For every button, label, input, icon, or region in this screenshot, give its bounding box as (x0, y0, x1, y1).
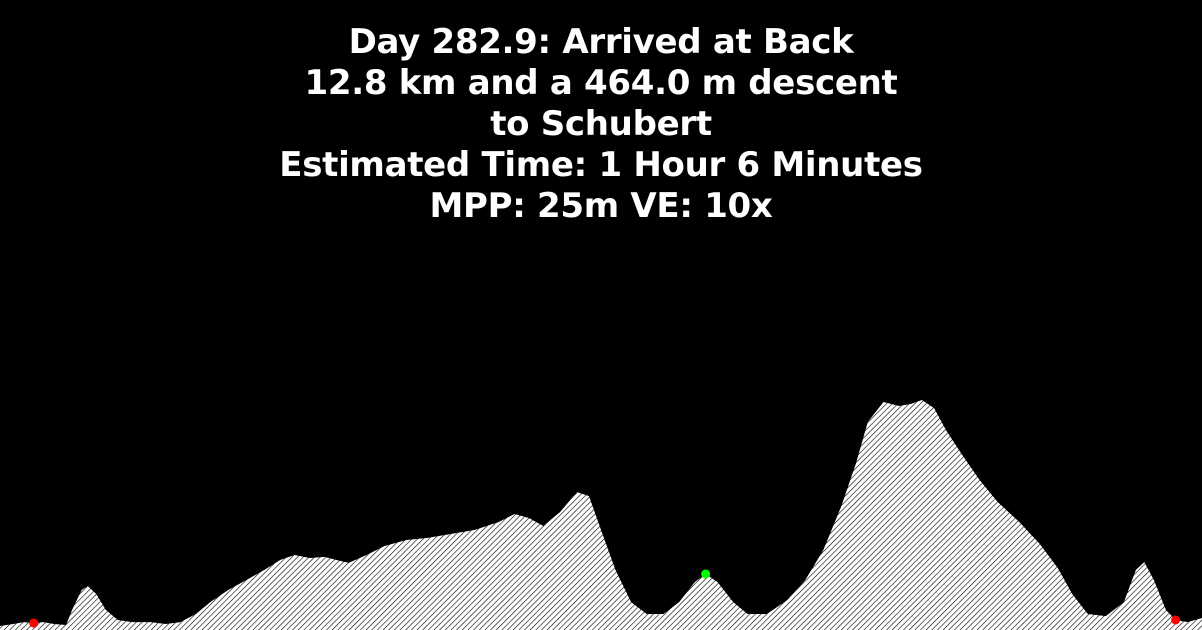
day-arrival-title: Day 282.9: Arrived at Back (348, 22, 854, 62)
start-point-marker (29, 618, 39, 628)
title-block: Day 282.9: Arrived at Back 12.8 km and a… (0, 22, 1202, 227)
current-position-marker (701, 569, 711, 579)
terrain-area (0, 400, 1202, 630)
end-point-marker (1171, 615, 1181, 625)
destination-text: to Schubert (490, 104, 712, 144)
scale-info-text: MPP: 25m VE: 10x (429, 186, 773, 226)
distance-descent-text: 12.8 km and a 464.0 m descent (304, 63, 898, 103)
estimated-time-text: Estimated Time: 1 Hour 6 Minutes (279, 145, 923, 185)
